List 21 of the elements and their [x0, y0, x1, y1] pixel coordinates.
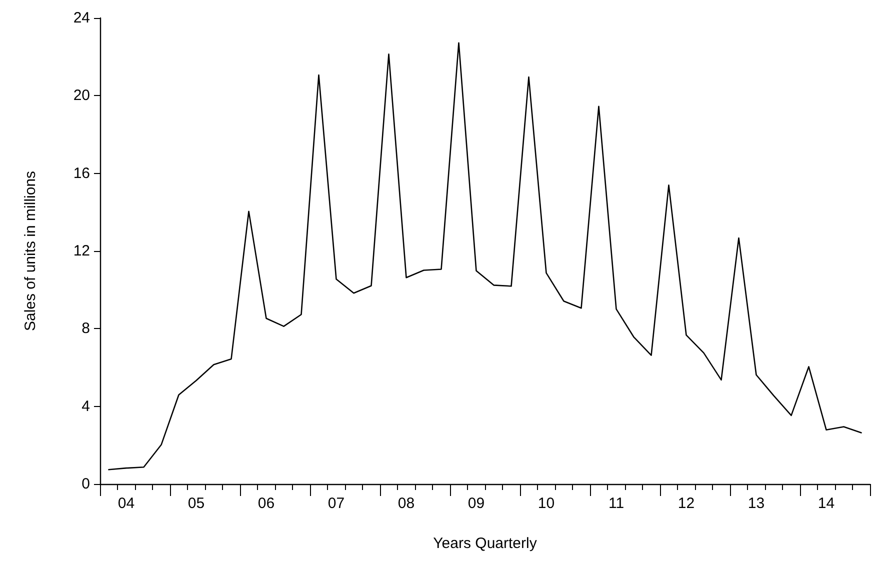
x-tick-label: 07	[328, 495, 345, 512]
y-tick-label: 0	[82, 476, 90, 492]
x-tick-label: 08	[398, 495, 415, 512]
y-tick-label: 16	[73, 164, 90, 182]
y-tick-label: 4	[82, 398, 90, 415]
y-tick-label: 12	[73, 242, 90, 260]
line-series	[108, 42, 862, 470]
x-tick-label: 13	[748, 495, 765, 512]
x-tick-label: 05	[188, 495, 205, 512]
y-tick-label: 24	[73, 10, 90, 26]
y-tick-label: 8	[82, 320, 90, 338]
x-tick-label: 09	[468, 495, 485, 512]
x-tick-label: 11	[608, 495, 624, 512]
x-axis-title: Years Quarterly	[433, 535, 538, 552]
x-tick-label: 04	[118, 495, 135, 512]
x-tick-label: 06	[258, 495, 275, 512]
x-tick-label: 10	[538, 495, 555, 512]
y-tick-label: 20	[73, 87, 90, 104]
x-tick-label: 14	[818, 495, 835, 512]
x-tick-label: 12	[678, 495, 695, 512]
y-axis-title: Sales of units in millions	[22, 170, 39, 332]
